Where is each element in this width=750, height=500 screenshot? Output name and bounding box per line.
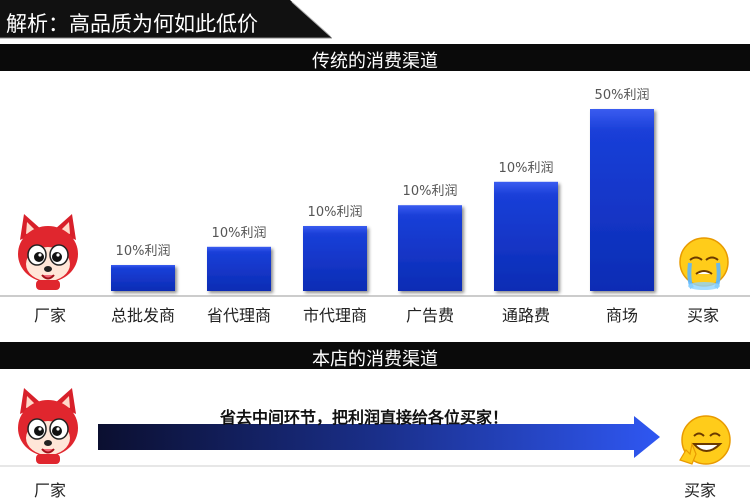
- x-tick-label-6: 商场: [605, 306, 639, 325]
- bar-data-label-0: 10%利润: [116, 244, 171, 259]
- fox-mascot-icon: [14, 214, 82, 294]
- section-bar-traditional: 传统的消费渠道: [0, 44, 750, 72]
- bar-0: [111, 265, 175, 291]
- bar-3: [398, 205, 462, 291]
- arrow-caption: 省去中间环节，把利润直接给各位买家！: [220, 408, 509, 427]
- happy-face-icon: [676, 414, 732, 474]
- x-tick-label-2: 省代理商: [206, 306, 272, 325]
- bar-data-label-1: 10%利润: [212, 226, 267, 241]
- x-tick-label-0: 厂家: [33, 306, 67, 325]
- bottom-buyer-label: 买家: [684, 481, 717, 500]
- section-bar-store: 本店的消费渠道: [0, 342, 750, 370]
- x-tick-label-7: 买家: [686, 306, 720, 325]
- bar-data-label-5: 50%利润: [595, 88, 650, 103]
- bars-layer: 10%利润 10%利润 10%利润 10%利润 10%利润 50%利润: [111, 88, 654, 291]
- header-banner: 解析：高品质为何如此低价: [0, 0, 335, 40]
- fox-mascot-icon-bottom: [14, 388, 82, 468]
- header-banner-shape: [0, 0, 332, 39]
- bar-data-label-3: 10%利润: [403, 184, 458, 199]
- x-tick-label-3: 市代理商: [302, 306, 368, 325]
- section-title-store: 本店的消费渠道: [312, 349, 438, 370]
- bar-2: [303, 226, 367, 291]
- bottom-factory-label: 厂家: [34, 481, 67, 500]
- crying-face-icon: [678, 236, 730, 296]
- bar-5: [590, 109, 654, 291]
- x-tick-label-1: 总批发商: [110, 306, 176, 325]
- bar-data-label-4: 10%利润: [499, 161, 554, 176]
- page-title: 解析：高品质为何如此低价: [6, 12, 258, 36]
- x-tick-label-4: 广告费: [405, 306, 455, 325]
- bar-4: [494, 181, 558, 291]
- x-tick-label-5: 通路费: [501, 306, 551, 325]
- direct-arrow: [98, 416, 660, 458]
- section-title-traditional: 传统的消费渠道: [312, 51, 438, 72]
- bar-data-label-2: 10%利润: [308, 205, 363, 220]
- bar-1: [207, 246, 271, 291]
